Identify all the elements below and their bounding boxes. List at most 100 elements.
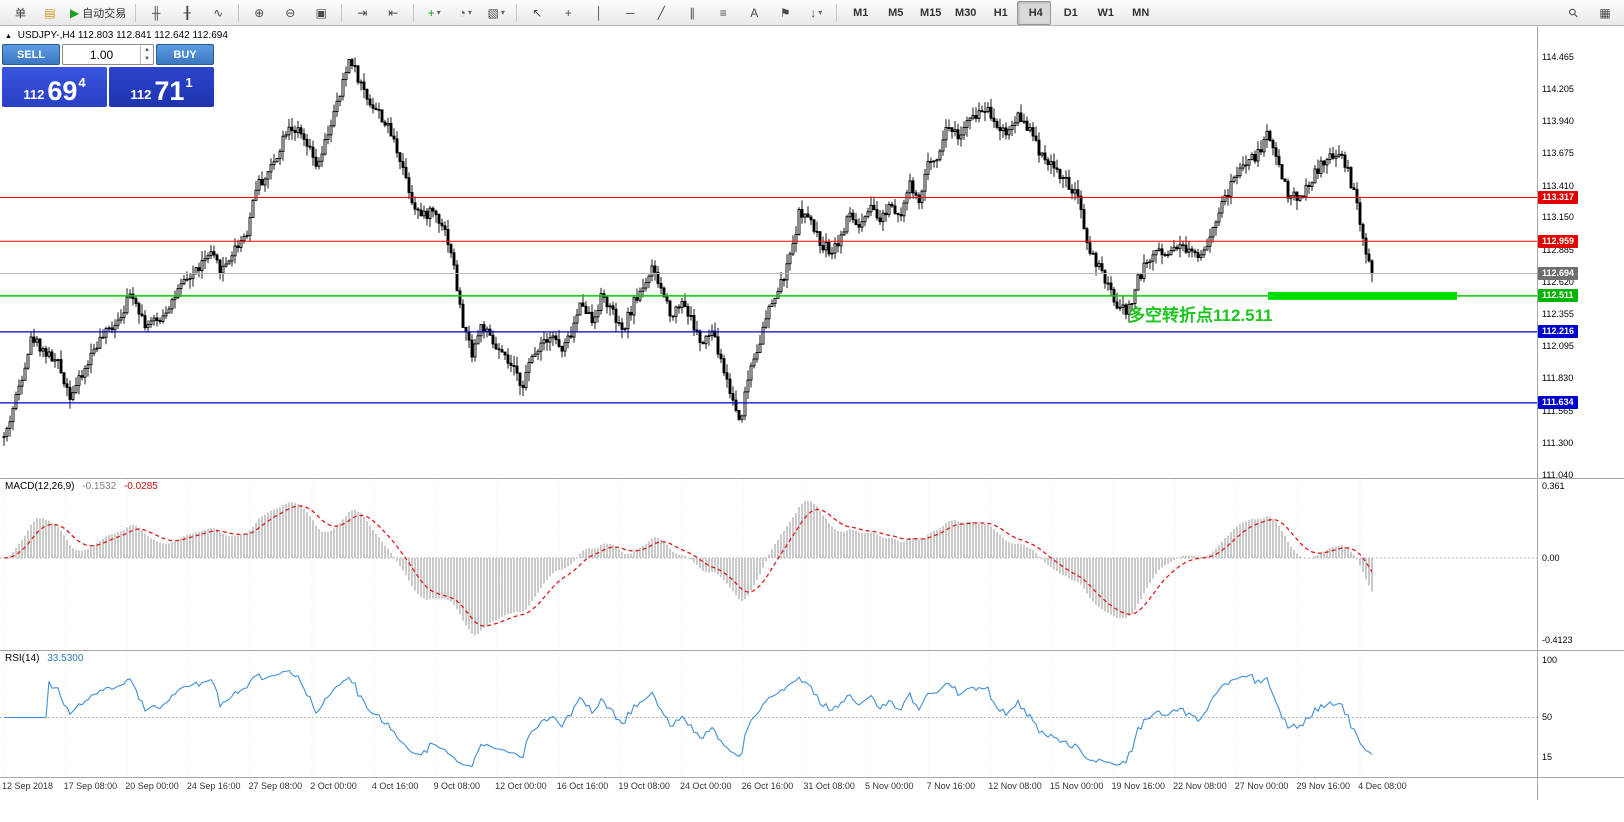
collapse-arrow-icon[interactable]: ▲ <box>5 33 12 40</box>
auto-scroll-icon[interactable]: ⇥ <box>347 1 377 25</box>
autotrading-button-label: 自动交易 <box>82 7 127 20</box>
tile-windows-icon: ▣ <box>315 5 327 20</box>
new-order-label-label: 单 <box>15 7 26 20</box>
tf-mn-button[interactable]: MN <box>1122 1 1156 25</box>
price-scale-tick: 111.040 <box>1542 469 1574 480</box>
time-axis-label: 22 Nov 08:00 <box>1173 781 1227 791</box>
zoom-out-icon[interactable]: ⊖ <box>275 1 305 25</box>
indicators-add-icon[interactable]: + ▾ <box>419 1 449 25</box>
buy-button[interactable]: BUY <box>156 44 214 65</box>
volume-field[interactable]: 1.00 ▲ ▼ <box>62 44 154 65</box>
rsi-scale-tick: 15 <box>1542 752 1553 763</box>
tf-m5-button[interactable]: M5 <box>877 1 911 25</box>
main-macd-divider[interactable] <box>0 478 1624 479</box>
price-tag-112.959[interactable]: 112.959 <box>1538 234 1579 248</box>
volume-down-icon[interactable]: ▼ <box>144 55 150 62</box>
tf-m1-button-label: M1 <box>853 6 869 19</box>
time-axis-label: 24 Oct 00:00 <box>680 781 732 791</box>
price-scale-tick: 112.620 <box>1542 277 1574 288</box>
price-scale-tick: 113.410 <box>1542 180 1574 191</box>
tile-windows-icon[interactable]: ▣ <box>306 1 336 25</box>
sell-price-frac: 4 <box>78 75 86 90</box>
periods-icon: ◔ <box>458 5 466 20</box>
text-label-icon[interactable]: ⚑ <box>770 1 800 25</box>
rsi-scale-tick: 50 <box>1542 712 1553 722</box>
buy-price-base: 112 <box>130 87 152 103</box>
time-axis-label: 15 Nov 00:00 <box>1049 781 1104 791</box>
text-icon[interactable]: A <box>739 1 769 25</box>
vertical-line-icon[interactable]: │ <box>584 1 614 25</box>
tf-w1-button[interactable]: W1 <box>1087 1 1121 25</box>
indicators-add-icon-caret[interactable]: ▾ <box>436 8 441 17</box>
channel-icon: ∥ <box>689 5 696 20</box>
price-scale-tick: 114.205 <box>1542 83 1574 94</box>
price-scale-border[interactable] <box>1537 26 1538 800</box>
trendline-icon[interactable]: ╱ <box>646 1 676 25</box>
cursor-icon: ↖ <box>532 5 543 20</box>
tf-m1-button[interactable]: M1 <box>842 1 876 25</box>
macd-rsi-divider[interactable] <box>0 650 1624 651</box>
time-axis-label: 12 Nov 08:00 <box>988 781 1042 791</box>
autotrading-button[interactable]: ▶ 自动交易 <box>66 1 130 25</box>
search-icon[interactable]: ⚲ <box>1558 1 1588 25</box>
auto-scroll-icon: ⇥ <box>357 5 368 20</box>
one-click-trading-panel: SELL 1.00 ▲ ▼ BUY 112 69 4 112 71 1 <box>2 44 214 107</box>
tf-h4-button[interactable]: H4 <box>1017 0 1052 25</box>
candlestick-chart-icon: ╂ <box>183 5 191 20</box>
sell-price-box[interactable]: 112 69 4 <box>2 67 107 107</box>
crosshair-icon[interactable]: + <box>553 1 583 25</box>
zoom-in-icon[interactable]: ⊕ <box>244 1 274 25</box>
arrow-tools-icon[interactable]: ↓ ▾ <box>801 1 831 25</box>
time-axis-label: 7 Nov 16:00 <box>926 781 976 791</box>
sell-price-pips: 69 <box>47 76 78 107</box>
time-axis-label: 4 Dec 08:00 <box>1358 781 1407 791</box>
horizontal-line-icon[interactable]: ─ <box>615 1 645 25</box>
candlestick-chart-icon[interactable]: ╂ <box>172 1 202 25</box>
bar-chart-icon[interactable]: ╫ <box>141 1 171 25</box>
data-window-icon[interactable]: ▦ <box>1590 1 1620 25</box>
time-axis-label: 27 Nov 00:00 <box>1234 781 1289 791</box>
time-axis-label: 26 Oct 16:00 <box>741 781 794 791</box>
volume-value[interactable]: 1.00 <box>89 47 114 62</box>
tf-m15-button[interactable]: M15 <box>912 1 946 25</box>
tf-h1-button[interactable]: H1 <box>982 1 1016 25</box>
volume-up-icon[interactable]: ▲ <box>144 46 150 53</box>
tf-d1-button[interactable]: D1 <box>1052 1 1086 25</box>
tf-mn-button-label: MN <box>1132 6 1150 19</box>
buy-price-box[interactable]: 112 71 1 <box>109 67 214 107</box>
new-order-icon[interactable]: ▤ <box>35 1 65 25</box>
arrow-tools-icon-caret[interactable]: ▾ <box>818 8 823 17</box>
time-axis-label: 12 Sep 2018 <box>2 781 54 791</box>
chart-shift-icon[interactable]: ⇤ <box>378 1 408 25</box>
price-tag-111.634[interactable]: 111.634 <box>1538 396 1578 410</box>
tf-m30-button[interactable]: M30 <box>947 1 981 25</box>
templates-icon[interactable]: ▧ ▾ <box>481 1 511 25</box>
time-axis-label: 5 Nov 00:00 <box>864 781 914 791</box>
price-tag-112.694[interactable]: 112.694 <box>1538 267 1579 281</box>
price-tag-112.216[interactable]: 112.216 <box>1538 325 1579 339</box>
price-tag-113.317[interactable]: 113.317 <box>1538 191 1579 205</box>
buy-price-pips: 71 <box>154 76 185 107</box>
cursor-icon[interactable]: ↖ <box>522 1 552 25</box>
price-scale-tick: 112.885 <box>1542 244 1574 255</box>
periods-icon-caret[interactable]: ▾ <box>467 8 472 17</box>
trendline-icon: ╱ <box>657 5 665 20</box>
autotrading-button: ▶ <box>70 5 80 20</box>
periods-icon[interactable]: ◔ ▾ <box>450 1 480 25</box>
templates-icon-caret[interactable]: ▾ <box>500 8 505 17</box>
search-icon: ⚲ <box>1564 4 1582 21</box>
rsi-label: RSI(14) <box>5 653 40 664</box>
line-chart-icon[interactable]: ∿ <box>203 1 233 25</box>
time-axis-label: 19 Oct 08:00 <box>618 781 670 791</box>
tf-m30-button-label: M30 <box>955 6 977 19</box>
macd-scale-tick: 0.00 <box>1542 552 1560 563</box>
channel-icon[interactable]: ∥ <box>677 1 707 25</box>
turning-point-annotation[interactable]: 多空转折点112.511 <box>1128 306 1273 325</box>
fibonacci-icon: ≡ <box>719 5 727 20</box>
new-order-label[interactable]: 单 <box>4 1 34 25</box>
fibonacci-icon[interactable]: ≡ <box>708 1 738 25</box>
price-tag-112.511[interactable]: 112.511 <box>1538 289 1578 303</box>
sell-button[interactable]: SELL <box>2 44 60 65</box>
